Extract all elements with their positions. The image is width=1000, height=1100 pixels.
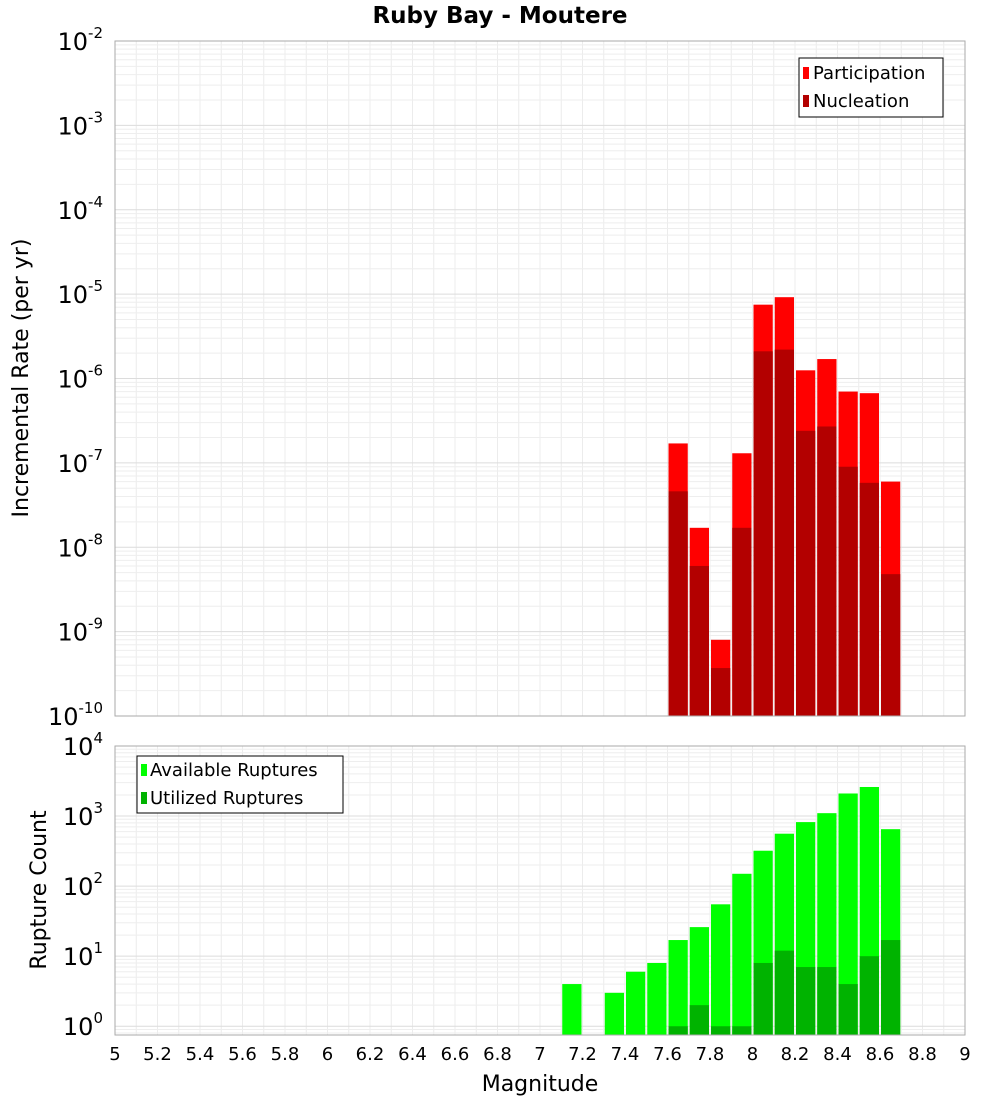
x-tick-label: 8.4 — [823, 1044, 852, 1065]
x-tick-labels: 5 5.2 5.4 5.6 5.8 6 6.2 6.4 6.6 6.8 7 7.2 7.4 7.6 7.8 8… — [109, 1044, 970, 1065]
top-y-tick-label: 10-7 — [57, 446, 103, 478]
x-tick-label: 6.6 — [441, 1044, 470, 1065]
bar-utilized-ruptures — [732, 1026, 752, 1035]
top-y-tick-label: 10-5 — [57, 277, 103, 309]
bar-available-ruptures — [647, 962, 667, 1035]
x-tick-label: 8.8 — [908, 1044, 937, 1065]
chart-title: Ruby Bay - Moutere — [372, 3, 627, 29]
bar-utilized-ruptures — [817, 967, 837, 1035]
x-tick-label: 9 — [959, 1044, 970, 1065]
bar-nucleation — [859, 482, 879, 716]
x-tick-label: 6.4 — [398, 1044, 427, 1065]
legend-label-utilized: Utilized Ruptures — [150, 788, 303, 809]
bar-utilized-ruptures — [881, 940, 901, 1035]
bottom-bars — [562, 786, 901, 1035]
bar-utilized-ruptures — [689, 1005, 709, 1035]
bottom-y-tick-label: 101 — [63, 939, 103, 971]
bar-nucleation — [689, 565, 709, 716]
bottom-y-tick-labels: 100 101 102 103 104 — [63, 729, 103, 1041]
bar-available-ruptures — [604, 992, 624, 1035]
top-y-tick-labels: 10-10 10-9 10-8 10-7 10-6 10-5 10-4 10-3 10-2 — [48, 24, 103, 731]
top-plot-border — [114, 40, 966, 717]
bar-available-ruptures — [711, 904, 731, 1035]
bar-nucleation — [881, 574, 901, 716]
bar-available-ruptures — [838, 793, 858, 1035]
bottom-y-tick-label: 100 — [63, 1009, 103, 1041]
bar-utilized-ruptures — [859, 956, 879, 1035]
bar-nucleation — [753, 351, 773, 716]
legend-swatch-nucleation — [803, 95, 809, 107]
legend-label-available: Available Ruptures — [150, 760, 318, 781]
bar-nucleation — [796, 430, 816, 716]
top-legend: Participation Nucleation — [798, 57, 944, 118]
bar-available-ruptures — [668, 940, 688, 1035]
top-legend-box — [798, 57, 944, 118]
x-axis-label: Magnitude — [482, 1072, 599, 1097]
legend-swatch-participation — [803, 67, 809, 79]
x-tick-label: 7.4 — [611, 1044, 640, 1065]
top-y-tick-label: 10-10 — [48, 699, 103, 731]
bar-utilized-ruptures — [838, 984, 858, 1035]
bottom-y-tick-label: 102 — [63, 869, 103, 901]
top-y-tick-label: 10-8 — [57, 530, 103, 562]
top-y-axis-label: Incremental Rate (per yr) — [9, 239, 34, 518]
x-tick-label: 5.2 — [143, 1044, 172, 1065]
legend-label-participation: Participation — [813, 63, 925, 84]
top-y-tick-label: 10-4 — [57, 193, 103, 225]
bar-available-ruptures — [732, 873, 752, 1035]
bar-nucleation — [838, 466, 858, 716]
bottom-legend-box — [136, 755, 344, 814]
x-tick-label: 7 — [534, 1044, 545, 1065]
legend-swatch-utilized — [141, 792, 147, 804]
top-panel: 10-10 10-9 10-8 10-7 10-6 10-5 10-4 10-3 10-2 In… — [9, 24, 966, 731]
bar-nucleation — [732, 527, 752, 716]
bottom-y-axis-label: Rupture Count — [27, 810, 52, 970]
bar-utilized-ruptures — [774, 950, 794, 1035]
bar-nucleation — [774, 349, 794, 716]
x-tick-label: 7.2 — [568, 1044, 597, 1065]
x-tick-label: 5.8 — [271, 1044, 300, 1065]
bar-utilized-ruptures — [711, 1026, 731, 1035]
top-y-tick-label: 10-3 — [57, 108, 103, 140]
x-tick-label: 6.2 — [356, 1044, 385, 1065]
bottom-y-tick-label: 104 — [63, 729, 103, 761]
bottom-legend: Available Ruptures Utilized Ruptures — [136, 755, 344, 814]
x-tick-label: 7.8 — [696, 1044, 725, 1065]
bottom-y-tick-label: 103 — [63, 799, 103, 831]
x-tick-label: 5.6 — [228, 1044, 257, 1065]
legend-label-nucleation: Nucleation — [813, 91, 909, 112]
bar-utilized-ruptures — [796, 967, 816, 1035]
bar-utilized-ruptures — [668, 1026, 688, 1035]
top-y-tick-label: 10-2 — [57, 24, 103, 56]
x-tick-label: 5 — [109, 1044, 120, 1065]
x-tick-label: 5.4 — [186, 1044, 215, 1065]
top-y-tick-label: 10-6 — [57, 362, 103, 394]
bottom-plot-border — [114, 745, 966, 1036]
bar-nucleation — [711, 668, 731, 716]
bottom-panel: 100 101 102 103 104 5 5.2 5.4 5.6 5.8 6 6.2 6.4 6.6 6… — [27, 729, 971, 1097]
top-y-tick-label: 10-9 — [57, 615, 103, 647]
bar-nucleation — [668, 491, 688, 716]
x-tick-label: 7.6 — [653, 1044, 682, 1065]
bar-nucleation — [817, 426, 837, 716]
x-tick-label: 8.2 — [781, 1044, 810, 1065]
legend-swatch-available — [141, 764, 147, 776]
x-tick-label: 8 — [747, 1044, 758, 1065]
bar-available-ruptures — [562, 984, 582, 1035]
top-gridlines — [114, 41, 966, 717]
bar-available-ruptures — [626, 971, 646, 1035]
x-tick-label: 8.6 — [866, 1044, 895, 1065]
x-tick-label: 6.8 — [483, 1044, 512, 1065]
x-tick-label: 6 — [322, 1044, 333, 1065]
top-bars — [668, 297, 901, 716]
bar-utilized-ruptures — [753, 962, 773, 1035]
